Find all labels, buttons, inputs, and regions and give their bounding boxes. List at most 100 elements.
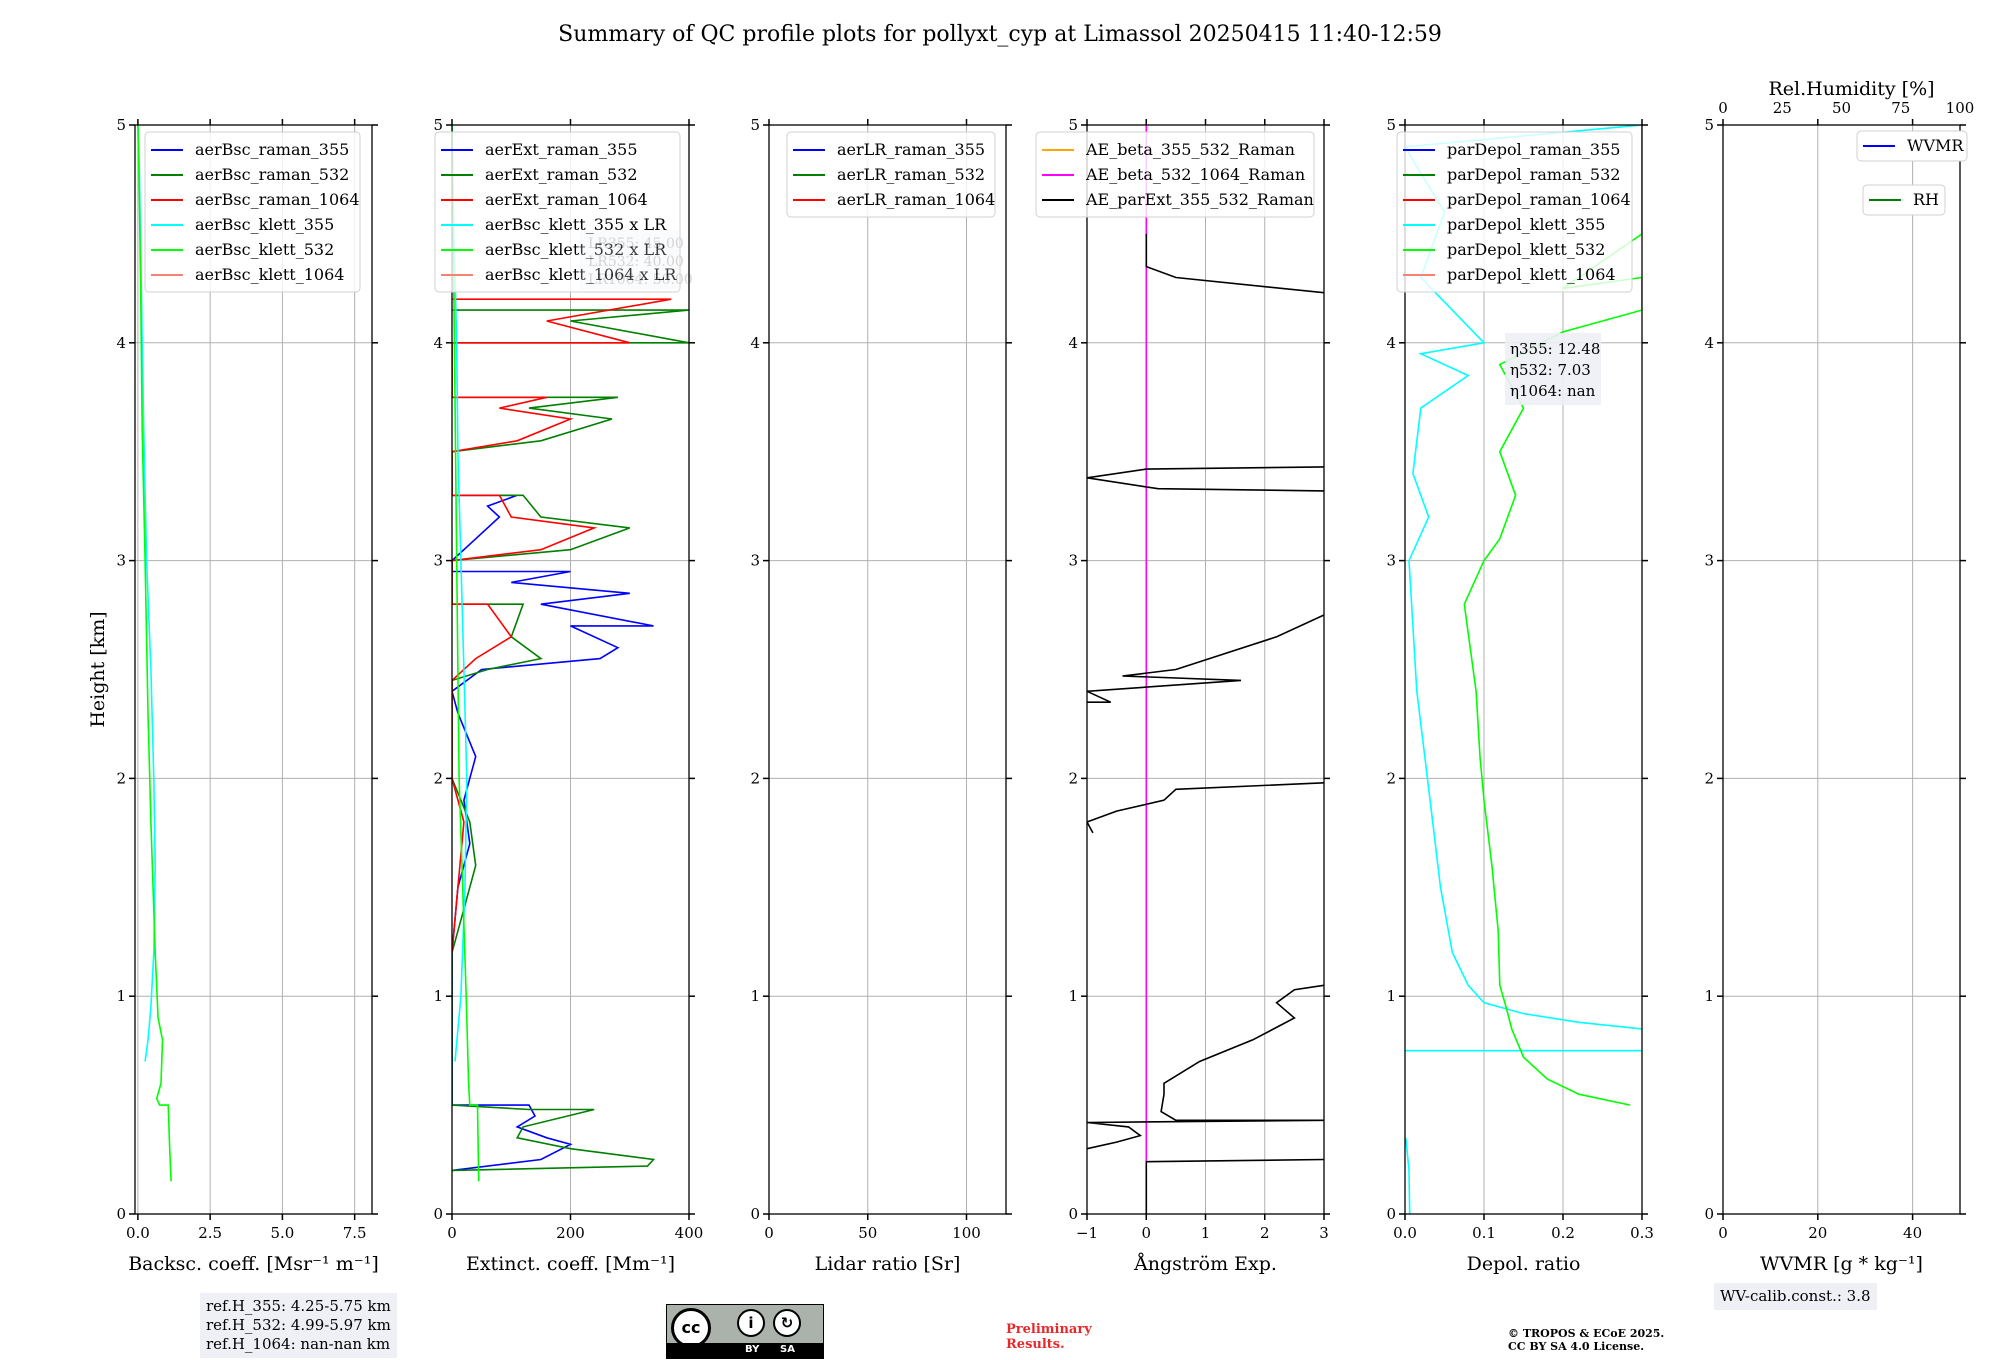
series-line-parDepol_klett_532 [1463,125,1642,1106]
y-tick-label: 5 [1068,116,1078,134]
lr-annotation: LR355: 45.00 LR532: 40.00 LR1064: 50.00 [580,230,693,290]
legend-label: aerBsc_klett_1064 x LR [485,265,677,284]
eta-annotation-line: η355: 12.48 [1510,340,1600,358]
legend-label: aerLR_raman_532 [837,165,985,184]
top-x-axis-label: Rel.Humidity [%] [1768,78,1934,100]
panel-depolarization: 0.0 0.1 0.2 0.3 0 1 2 3 4 5 Depol. ratio parDepol_r… [1386,116,1653,1275]
y-tick-label: 3 [1704,552,1714,570]
y-tick-label: 4 [1386,334,1396,352]
legend-label: aerBsc_klett_355 [195,215,334,234]
series-line-aerBsc_klett_532 [137,125,172,1182]
copyright-notice: © TROPOS & ECoE 2025. CC BY SA 4.0 Licen… [1508,1327,1665,1353]
axes-frame [1722,124,1961,1215]
preliminary-results-label: Preliminary Results. [1006,1322,1092,1352]
x-tick-label: 200 [556,1224,585,1242]
top-x-tick-label: 100 [1946,99,1975,117]
y-tick-label: 0 [433,1205,443,1223]
x-tick-label: 0.3 [1630,1224,1654,1242]
y-tick-label: 1 [116,987,126,1005]
legend-label: aerExt_raman_532 [485,165,638,184]
y-tick-label: 2 [750,769,760,787]
x-tick-label: 0 [447,1224,457,1242]
y-tick-label: 4 [433,334,443,352]
y-tick-label: 0 [1704,1205,1714,1223]
series-line-AE_parExt_355_532_Raman_b [1087,984,1324,1150]
eta-annotation-line: η532: 7.03 [1510,361,1591,379]
eta-annotation-line: η1064: nan [1510,382,1596,400]
cc-icon: cc [671,1308,711,1348]
legend-label: aerBsc_klett_532 [195,240,334,259]
y-tick-label: 4 [750,334,760,352]
y-tick-label: 5 [433,116,443,134]
series-line-aerExt_raman_355 [452,494,654,1172]
axes-frame [768,124,1007,1215]
x-tick-label: 1 [1201,1224,1211,1242]
x-tick-label: 7.5 [343,1224,367,1242]
y-tick-label: 2 [116,769,126,787]
y-axis-label: Height [km] [87,611,109,727]
series-line-aerExt_raman_532 [452,309,689,1172]
series-line-aerBsc_klett_532 x LR [452,125,480,1182]
y-tick-label: 5 [750,116,760,134]
y-tick-label: 1 [750,987,760,1005]
series-line-AE_parExt_355_532_Raman_e [1087,466,1324,492]
y-tick-label: 4 [1068,334,1078,352]
top-x-tick-label: 25 [1773,99,1792,117]
y-tick-label: 5 [1386,116,1396,134]
series-line-AE_parExt_355_532_Raman_f [1145,233,1324,294]
ref-heights-box: ref.H_355: 4.25-5.75 km ref.H_532: 4.99-… [200,1293,397,1358]
legend-label: aerBsc_klett_532 x LR [485,240,667,259]
top-x-tick-label: 50 [1832,99,1851,117]
x-tick-label: 2.5 [198,1224,222,1242]
legend-box [1856,130,1968,162]
x-axis-label: Extinct. coeff. [Mm⁻¹] [466,1253,675,1275]
series-line-AE_parExt_355_532_Raman_d [1087,614,1324,704]
legend-label: parDepol_klett_532 [1447,240,1605,259]
legend-label: parDepol_raman_532 [1447,165,1620,184]
lr-annotation-line: LR532: 40.00 [588,254,684,270]
eta-annotation-box [1505,333,1601,405]
sa-label: SA [780,1344,795,1355]
x-tick-label: −1 [1076,1224,1098,1242]
by-label: BY [745,1344,760,1355]
y-tick-label: 0 [116,1205,126,1223]
legend-box [1396,131,1633,293]
x-axis-label: Depol. ratio [1467,1253,1581,1275]
x-axis-label: Ångström Exp. [1133,1253,1277,1275]
legend-box [1035,131,1315,218]
panel-lidar_ratio: 0 50 100 0 1 2 3 4 5 Lidar ratio [Sr] aerLR_raman_… [750,116,1012,1275]
legend-label: AE_beta_532_1064_Raman [1085,165,1305,184]
x-tick-label: 400 [675,1224,704,1242]
legend-label: parDepol_klett_355 [1447,215,1605,234]
y-tick-label: 3 [433,552,443,570]
legend-label: aerBsc_raman_532 [195,165,349,184]
lr-annotation-box [580,230,680,290]
cc-license-badge: cc i ↻ BY SA [666,1304,824,1359]
legend-box [144,131,361,293]
legend-label: aerLR_raman_355 [837,140,985,159]
attribution-icon: i [737,1309,765,1337]
x-tick-label: 100 [952,1224,981,1242]
legend-label: aerBsc_klett_355 x LR [485,215,667,234]
x-axis-label: Backsc. coeff. [Msr⁻¹ m⁻¹] [128,1253,379,1275]
y-tick-label: 1 [1386,987,1396,1005]
legend-label: AE_beta_355_532_Raman [1085,140,1295,159]
x-tick-label: 0 [764,1224,774,1242]
legend-label: RH [1913,190,1939,209]
legend-label: aerBsc_raman_1064 [195,190,360,209]
y-tick-label: 0 [750,1205,760,1223]
lr-annotation-line: LR1064: 50.00 [588,272,693,288]
y-tick-label: 4 [1704,334,1714,352]
legend-label: aerLR_raman_1064 [837,190,995,209]
x-tick-label: 40 [1903,1224,1922,1242]
top-x-tick-label: 0 [1718,99,1728,117]
legend-label: AE_parExt_355_532_Raman [1085,190,1314,209]
y-tick-label: 2 [1386,769,1396,787]
top-x-tick-label: 75 [1891,99,1910,117]
y-tick-label: 1 [433,987,443,1005]
x-tick-label: 3 [1319,1224,1329,1242]
panel-backscatter: 0.0 2.5 5.0 7.5 0 1 2 3 4 5 Backsc. coeff. [Msr⁻¹ … [87,116,379,1275]
y-tick-label: 1 [1068,987,1078,1005]
